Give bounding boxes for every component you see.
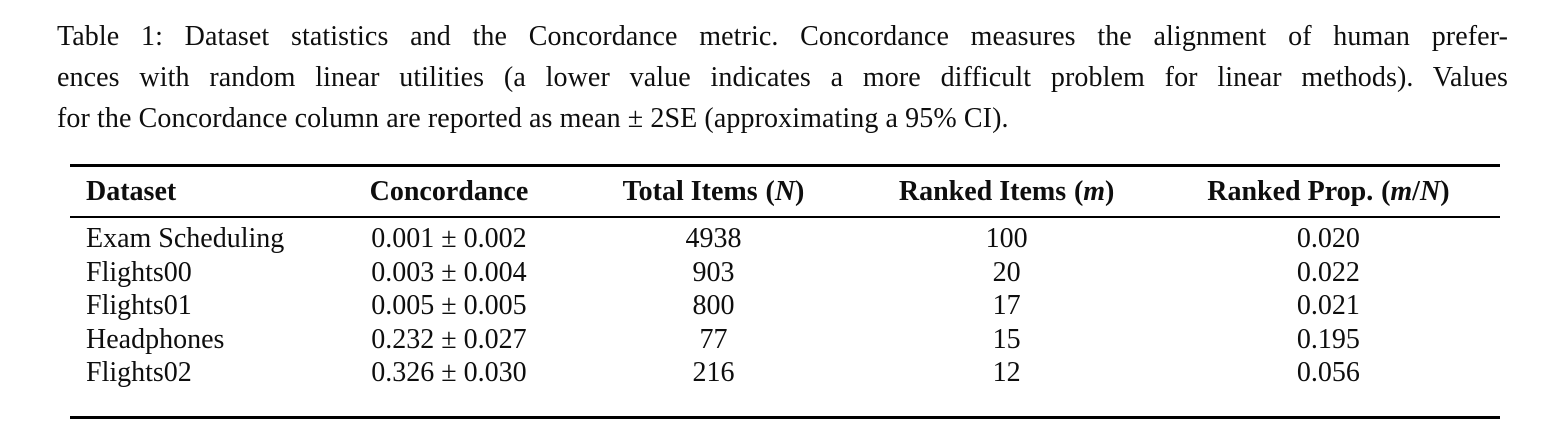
caption-line-1: Table 1: Dataset statistics and the Conc… <box>57 21 1508 52</box>
column-header-ranked-prop: Ranked Prop. (m/N) <box>1156 165 1500 218</box>
cell-total-items: 4938 <box>685 223 742 254</box>
cell-dataset: Headphones <box>86 323 225 355</box>
table-row: Flights00 0.003 ± 0.004 903 20 0.022 <box>70 256 1500 290</box>
cell-concordance: 0.232 ± 0.027 <box>371 323 527 355</box>
cell-ranked-prop: 0.020 <box>1296 223 1360 254</box>
cell-concordance: 0.001 ± 0.002 <box>371 223 527 254</box>
caption-line-2: ences with random linear utilities (a lo… <box>57 62 1508 93</box>
cell-total-items: 800 <box>692 290 735 321</box>
cell-concordance: 0.003 ± 0.004 <box>371 256 527 288</box>
column-header-dataset: Dataset <box>70 165 328 218</box>
cell-ranked-prop: 0.022 <box>1296 256 1360 288</box>
cell-ranked-items: 17 <box>992 290 1021 321</box>
cell-ranked-items: 20 <box>992 256 1021 288</box>
cell-ranked-items: 100 <box>985 223 1028 254</box>
cell-ranked-items: 12 <box>992 357 1021 388</box>
cell-total-items: 216 <box>692 357 735 388</box>
table-row: Headphones 0.232 ± 0.027 77 15 0.195 <box>70 323 1500 357</box>
table-row: Exam Scheduling 0.001 ± 0.002 4938 100 0… <box>70 217 1500 256</box>
cell-dataset: Flights00 <box>86 256 192 288</box>
cell-ranked-prop: 0.056 <box>1296 357 1360 388</box>
cell-total-items: 77 <box>699 323 728 355</box>
caption-line-3: for the Concordance column are reported … <box>57 103 1009 134</box>
cell-dataset: Flights01 <box>86 290 192 321</box>
cell-dataset: Exam Scheduling <box>86 223 285 254</box>
column-header-ranked-items: Ranked Items (m) <box>856 165 1157 218</box>
cell-ranked-prop: 0.195 <box>1296 323 1360 355</box>
table-caption: Table 1: Dataset statistics and the Conc… <box>57 16 1508 139</box>
cell-dataset: Flights02 <box>86 357 192 388</box>
cell-concordance: 0.326 ± 0.030 <box>371 357 527 388</box>
cell-ranked-items: 15 <box>992 323 1021 355</box>
cell-concordance: 0.005 ± 0.005 <box>371 290 527 321</box>
header-row: Dataset Concordance Total Items (N) Ranke… <box>70 165 1500 218</box>
column-header-total-items: Total Items (N) <box>570 165 857 218</box>
cell-ranked-prop: 0.021 <box>1296 290 1360 321</box>
table-row: Flights02 0.326 ± 0.030 216 12 0.056 <box>70 356 1500 417</box>
table-row: Flights01 0.005 ± 0.005 800 17 0.021 <box>70 289 1500 323</box>
dataset-statistics-table: Dataset Concordance Total Items (N) Ranke… <box>70 164 1500 419</box>
cell-total-items: 903 <box>692 256 735 288</box>
column-header-concordance: Concordance <box>327 165 571 218</box>
